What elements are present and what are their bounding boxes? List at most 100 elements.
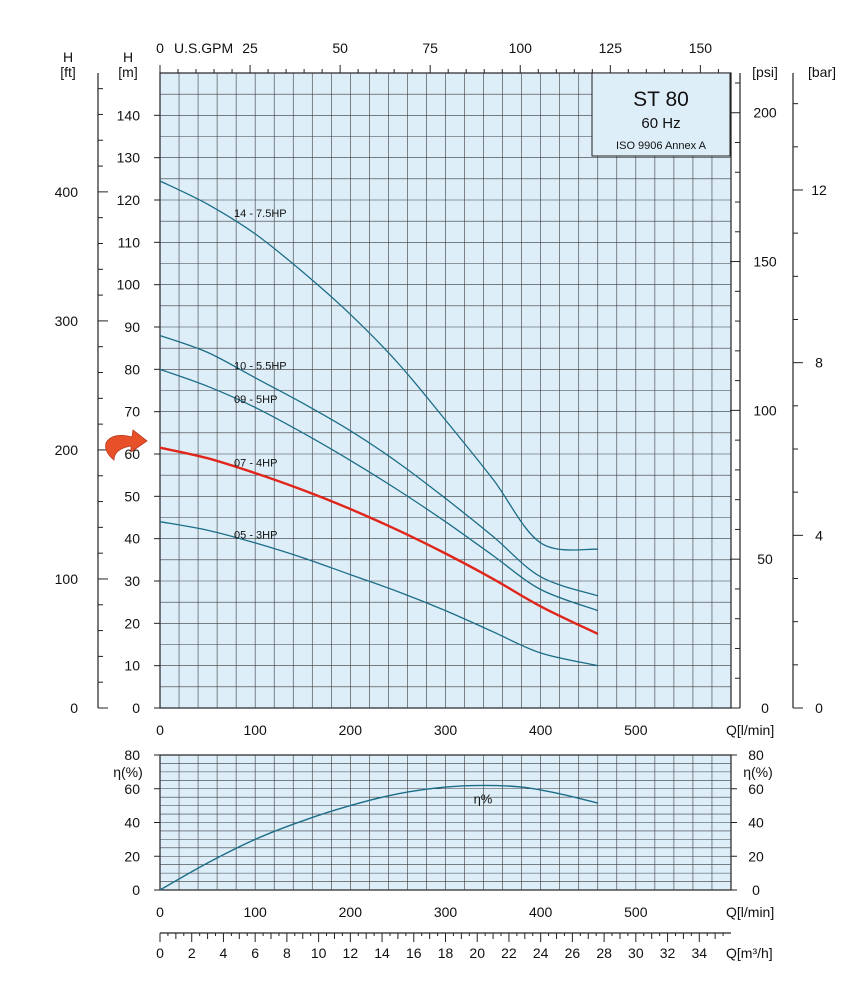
ft-tick-label: 200	[55, 442, 79, 458]
efficiency-curve	[159, 784, 598, 891]
curve-label-3: 07 - 4HP	[234, 458, 277, 470]
gpm-tick-label: 0	[156, 40, 164, 56]
head-curve-3	[159, 446, 599, 635]
m-tick-label: 30	[124, 573, 140, 589]
flow-tick-label: 200	[339, 722, 363, 738]
m3h-tick-label: 12	[343, 945, 359, 961]
m3h-tick-label: 0	[156, 945, 164, 961]
head-curve-2	[159, 368, 599, 612]
ft-tick-label: 0	[70, 700, 78, 716]
m3h-tick-label: 8	[283, 945, 291, 961]
m-axis-unit-label: [m]	[118, 64, 137, 80]
m3h-tick-label: 20	[469, 945, 485, 961]
m3h-tick-label: 28	[596, 945, 612, 961]
efficiency-axis-label-right: η(%)	[743, 764, 773, 780]
gpm-tick-label: 50	[332, 40, 348, 56]
eta-tick-label-right: 0	[752, 882, 760, 898]
selection-arrow-icon	[105, 429, 148, 461]
head-curve-4	[159, 521, 598, 667]
head-curves: 14 - 7.5HP 10 - 5.5HP 09 - 5HP 07 - 4HP 05 -…	[159, 180, 599, 667]
m3h-tick-label: 26	[565, 945, 581, 961]
flow-tick-label-bottom: 0	[156, 904, 164, 920]
flow-tick-label: 500	[624, 722, 648, 738]
curve-label-1: 10 - 5.5HP	[234, 360, 287, 372]
m3h-tick-label: 6	[251, 945, 259, 961]
gpm-tick-label: 100	[509, 40, 533, 56]
head-curve-1	[159, 334, 599, 597]
efficiency-curve-label: η%	[474, 791, 493, 806]
m-tick-label: 80	[124, 361, 140, 377]
gpm-axis-label: U.S.GPM	[174, 40, 233, 56]
m-tick-label: 10	[124, 658, 140, 674]
efficiency-axis-label-left: η(%)	[113, 764, 143, 780]
m3h-tick-label: 34	[691, 945, 707, 961]
flow-tick-label: 100	[243, 722, 267, 738]
ft-axis-h-label: H	[63, 49, 73, 65]
m3h-tick-label: 24	[533, 945, 549, 961]
flow-tick-label-bottom: 300	[434, 904, 458, 920]
eta-tick-label-right: 60	[748, 781, 764, 797]
m-tick-label: 70	[124, 404, 140, 420]
curve-label-4: 05 - 3HP	[234, 530, 277, 542]
ft-axis-unit-label: [ft]	[60, 64, 76, 80]
m3h-tick-label: 10	[311, 945, 327, 961]
bar-tick-label: 0	[815, 700, 823, 716]
m-axis-h-label: H	[123, 49, 133, 65]
m-tick-label: 100	[117, 277, 141, 293]
m-tick-label: 50	[124, 488, 140, 504]
efficiency-curves: η%	[159, 784, 598, 891]
eta-tick-label: 40	[124, 815, 140, 831]
m3h-tick-label: 30	[628, 945, 644, 961]
flow-axis-label-bottom: Q[l/min]	[726, 904, 774, 920]
bar-tick-label: 8	[815, 355, 823, 371]
gpm-tick-label: 25	[242, 40, 258, 56]
m-tick-label: 20	[124, 615, 140, 631]
m-tick-label: 120	[117, 192, 141, 208]
m3h-axis-label: Q[m³/h]	[726, 945, 773, 961]
m3h-tick-label: 2	[188, 945, 196, 961]
flow-tick-label-bottom: 100	[243, 904, 267, 920]
psi-tick-label: 50	[757, 551, 773, 567]
standard-label: ISO 9906 Annex A	[616, 140, 707, 152]
gpm-tick-label: 75	[422, 40, 438, 56]
psi-tick-label: 200	[753, 105, 777, 121]
m3h-tick-label: 16	[406, 945, 422, 961]
m-tick-label: 90	[124, 319, 140, 335]
head-curve-0	[159, 180, 598, 551]
m-tick-label: 0	[132, 700, 140, 716]
model-title: ST 80	[633, 88, 689, 111]
psi-tick-label: 0	[761, 700, 769, 716]
m3h-tick-label: 4	[220, 945, 228, 961]
flow-axis-label-top: Q[l/min]	[726, 722, 774, 738]
m-tick-label: 140	[117, 107, 141, 123]
flow-tick-label: 300	[434, 722, 458, 738]
frequency-label: 60 Hz	[641, 115, 680, 132]
psi-axis-label: [psi]	[752, 64, 778, 80]
flow-tick-label: 0	[156, 722, 164, 738]
eta-tick-label: 60	[124, 781, 140, 797]
gpm-tick-label: 125	[599, 40, 623, 56]
m-tick-label: 110	[118, 234, 141, 250]
eta-tick-label: 0	[132, 882, 140, 898]
tick-labels: 0102030405060708090100110120130140010020…	[55, 40, 827, 961]
m-tick-label: 130	[117, 150, 141, 166]
axes	[97, 65, 803, 942]
curve-label-2: 09 - 5HP	[234, 394, 277, 406]
ft-tick-label: 300	[55, 313, 79, 329]
flow-tick-label-bottom: 400	[529, 904, 553, 920]
bar-axis-label: [bar]	[808, 64, 836, 80]
eta-tick-label-right: 80	[748, 747, 764, 763]
eta-tick-label-right: 20	[748, 848, 764, 864]
m3h-tick-label: 18	[438, 945, 454, 961]
gpm-tick-label: 150	[689, 40, 713, 56]
eta-tick-label-right: 40	[748, 815, 764, 831]
ft-tick-label: 100	[55, 571, 79, 587]
title-box	[591, 72, 731, 157]
flow-tick-label: 400	[529, 722, 553, 738]
m3h-tick-label: 32	[660, 945, 676, 961]
efficiency-grid	[160, 755, 731, 890]
m-tick-label: 60	[124, 446, 140, 462]
m3h-tick-label: 14	[374, 945, 390, 961]
